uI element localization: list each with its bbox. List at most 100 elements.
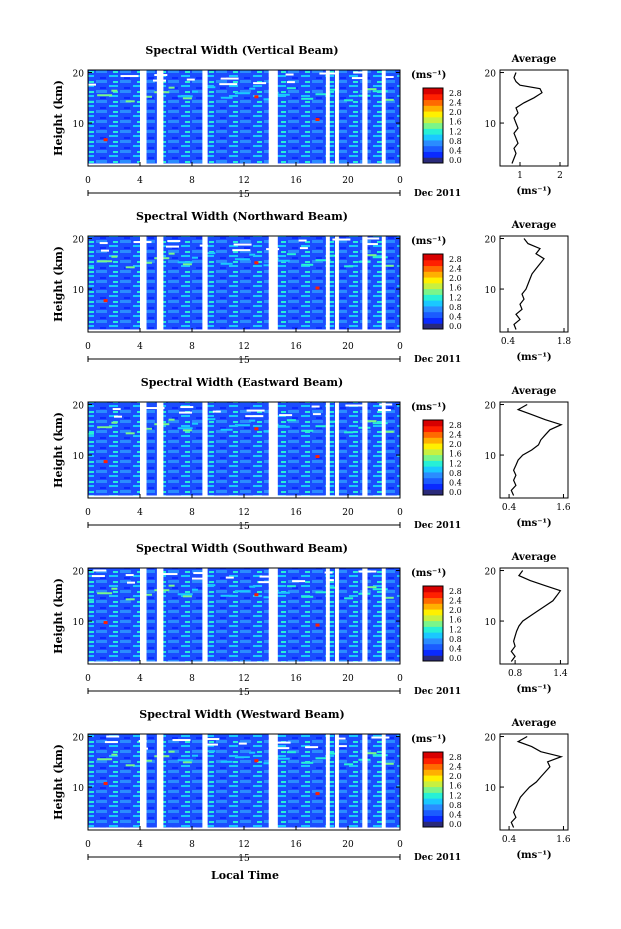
colorbar-segment bbox=[423, 477, 443, 484]
colorbar-segment bbox=[423, 620, 443, 627]
x-tick-label: 16 bbox=[290, 176, 302, 186]
y-tick-label: 10 bbox=[73, 452, 85, 462]
turbulence-cell bbox=[168, 418, 175, 421]
colorbar-segment bbox=[423, 134, 443, 141]
y-axis-label: Height (km) bbox=[52, 578, 65, 654]
colorbar-unit: (ms⁻¹) bbox=[411, 402, 446, 413]
x-tick-label: 0 bbox=[397, 840, 403, 850]
no-data-patch bbox=[366, 237, 380, 240]
turbulence-cell bbox=[372, 754, 388, 757]
turbulence-cell bbox=[315, 425, 331, 428]
avg-x-tick-label: 1.6 bbox=[556, 503, 571, 513]
hot-spot bbox=[103, 460, 108, 464]
x-tick-label: 4 bbox=[137, 840, 143, 850]
data-gap bbox=[381, 402, 386, 498]
colorbar-segment bbox=[423, 483, 443, 490]
no-data-patch bbox=[299, 247, 308, 250]
colorbar-segment bbox=[423, 300, 443, 307]
avg-y-tick-label: 10 bbox=[485, 286, 497, 296]
y-tick-label: 10 bbox=[73, 618, 85, 628]
no-data-patch bbox=[353, 71, 367, 74]
colorbar-tick-label: 1.2 bbox=[449, 791, 462, 800]
no-data-patch bbox=[99, 242, 108, 245]
x-tick-label: 20 bbox=[342, 840, 354, 850]
colorbar-segment bbox=[423, 609, 443, 616]
data-gap bbox=[140, 402, 147, 498]
turbulence-cell bbox=[88, 764, 94, 767]
turbulence-cell bbox=[220, 594, 233, 597]
hot-spot bbox=[254, 95, 259, 99]
turbulence-cell bbox=[263, 264, 273, 267]
heatmap-field bbox=[88, 70, 400, 166]
no-data-patch bbox=[232, 249, 251, 252]
turbulence-cell bbox=[263, 596, 273, 599]
avg-x-unit: (ms⁻¹) bbox=[516, 850, 551, 861]
x-tick-label: 20 bbox=[342, 176, 354, 186]
turbulence-cell bbox=[277, 259, 290, 262]
x-tick-label: 0 bbox=[85, 176, 91, 186]
colorbar-tick-label: 1.6 bbox=[449, 450, 462, 459]
data-gap bbox=[156, 734, 164, 830]
colorbar-frame bbox=[422, 419, 444, 496]
day-label: 15 bbox=[238, 688, 250, 698]
turbulence-cell bbox=[125, 266, 135, 269]
colorbar-tick-label: 0.0 bbox=[449, 156, 462, 165]
colorbar-segment bbox=[423, 311, 443, 318]
turbulence-cell bbox=[206, 86, 216, 89]
turbulence-cell bbox=[234, 258, 250, 261]
no-data-patch bbox=[258, 581, 277, 584]
colorbar-segment bbox=[423, 254, 443, 261]
colorbar-tick-label: 1.6 bbox=[449, 616, 462, 625]
x-tick-label: 12 bbox=[238, 176, 249, 186]
turbulence-cell bbox=[168, 584, 175, 587]
data-gap bbox=[268, 70, 278, 166]
avg-x-tick-label: 1.4 bbox=[553, 669, 568, 679]
colorbar-segment bbox=[423, 425, 443, 433]
day-label: 15 bbox=[238, 190, 250, 200]
data-gap bbox=[156, 70, 164, 166]
average-frame bbox=[499, 567, 569, 665]
no-data-patch bbox=[379, 403, 393, 406]
colorbar-segment bbox=[423, 775, 443, 782]
colorbar-unit: (ms⁻¹) bbox=[411, 236, 446, 247]
x-tick-label: 0 bbox=[85, 840, 91, 850]
turbulence-cell bbox=[249, 751, 256, 754]
avg-y-tick-label: 20 bbox=[485, 402, 497, 412]
turbulence-cell bbox=[111, 89, 118, 92]
avg-y-tick-label: 20 bbox=[485, 70, 497, 80]
colorbar-segment bbox=[423, 93, 443, 101]
turbulence-cell bbox=[263, 762, 273, 765]
turbulence-cell bbox=[220, 96, 233, 99]
colorbar-segment bbox=[423, 649, 443, 656]
no-data-patch bbox=[325, 579, 334, 582]
turbulence-cell bbox=[249, 253, 256, 256]
turbulence-cell bbox=[97, 758, 113, 761]
turbulence-cell bbox=[301, 97, 314, 100]
colorbar-tick-label: 2.0 bbox=[449, 440, 462, 449]
colorbar-segment bbox=[423, 786, 443, 793]
colorbar-segment bbox=[423, 139, 443, 147]
turbulence-cell bbox=[192, 422, 198, 425]
turbulence-cell bbox=[329, 420, 336, 423]
x-tick-label: 12 bbox=[238, 674, 249, 684]
colorbar-segment bbox=[423, 282, 443, 290]
heatmap-field bbox=[88, 734, 400, 830]
average-title: Average bbox=[511, 718, 557, 729]
average-title: Average bbox=[511, 220, 557, 231]
turbulence-cell bbox=[329, 88, 336, 91]
panel-title: Spectral Width (Vertical Beam) bbox=[145, 44, 338, 57]
turbulence-cell bbox=[206, 252, 216, 255]
data-gap bbox=[381, 70, 386, 166]
no-data-patch bbox=[364, 243, 378, 246]
no-data-patch bbox=[159, 573, 178, 576]
no-data-patch bbox=[292, 580, 306, 583]
data-gap bbox=[362, 568, 368, 664]
colorbar-tick-label: 0.0 bbox=[449, 820, 462, 829]
avg-x-unit: (ms⁻¹) bbox=[516, 186, 551, 197]
turbulence-cell bbox=[182, 263, 192, 266]
colorbar-segment bbox=[423, 632, 443, 639]
hot-spot bbox=[315, 286, 320, 290]
colorbar-segment bbox=[423, 288, 443, 295]
colorbar-tick-label: 2.8 bbox=[449, 255, 462, 264]
